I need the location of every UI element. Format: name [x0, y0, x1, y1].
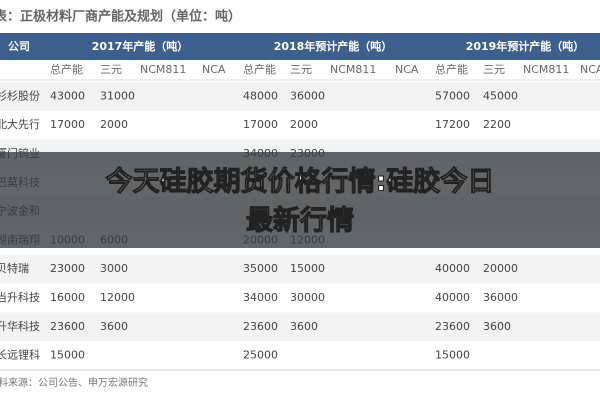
table-row [0, 312, 600, 342]
subheader-cell: 三元 [100, 63, 122, 76]
table-cell: 15000 [435, 349, 470, 362]
table-cell: 48000 [243, 89, 278, 102]
header-cell: 2017年产能（吨） [92, 39, 189, 53]
header-cell: 2018年预计产能（吨） [274, 39, 393, 53]
table-cell: 2000 [290, 118, 318, 131]
subheader-cell: NCM811 [140, 63, 186, 76]
subheader-cell: 总产能 [50, 62, 83, 76]
table-cell: 12000 [100, 291, 135, 304]
table-row [0, 110, 600, 140]
table-cell: 23600 [50, 320, 85, 333]
source-note: 资料来源：公司公告、申万宏源研究 [0, 376, 148, 389]
table-cell: 40000 [435, 262, 470, 275]
company-name: 贝特瑞 [0, 261, 29, 275]
header-cell: 2019年预计产能（吨） [466, 39, 585, 53]
table-cell: 17200 [435, 118, 470, 131]
table-row [0, 82, 600, 111]
table-cell: 45000 [483, 89, 518, 102]
table-row [0, 341, 600, 370]
table-cell: 34000 [243, 291, 278, 304]
table-row [0, 254, 600, 284]
company-name: 北大先行 [0, 117, 40, 131]
table-cell: 17000 [243, 118, 278, 131]
table-cell: 3600 [290, 320, 318, 333]
company-name: 升华科技 [0, 319, 40, 333]
subheader-cell: 总产能 [243, 62, 276, 76]
table-cell: 57000 [435, 89, 470, 102]
table-cell: 40000 [435, 291, 470, 304]
table-cell: 15000 [50, 349, 85, 362]
table-cell: 35000 [243, 262, 278, 275]
table-cell: 2000 [100, 118, 128, 131]
company-name: 长远锂科 [0, 348, 40, 362]
table-cell: 36000 [290, 89, 325, 102]
table-cell: 31000 [100, 89, 135, 102]
table-cell: 23600 [243, 320, 278, 333]
subheader-cell: NCA [395, 63, 419, 76]
table-cell: 20000 [483, 262, 518, 275]
table-cell: 15000 [290, 262, 325, 275]
header-cell: 公司 [8, 40, 30, 53]
table-cell: 23600 [435, 320, 470, 333]
table-cell: 17000 [50, 118, 85, 131]
subheader-cell: NCA [580, 63, 600, 76]
banner-line: 今天硅胶期货价格行情:硅胶今日 [106, 166, 495, 198]
banner-line: 最新行情 [246, 205, 354, 237]
table-title: 表：正极材料厂商产能及规划（单位：吨） [0, 9, 241, 25]
subheader-cell: NCM811 [523, 63, 569, 76]
company-name: 当升科技 [0, 290, 40, 304]
table-cell: 43000 [50, 89, 85, 102]
table-cell: 36000 [483, 291, 518, 304]
subheader-cell: 三元 [290, 63, 312, 76]
header-row [0, 33, 600, 60]
subheader-cell: 三元 [483, 63, 505, 76]
table-row [0, 283, 600, 313]
table-cell: 3600 [483, 320, 511, 333]
table-cell: 23000 [50, 262, 85, 275]
table-cell: 3600 [100, 320, 128, 333]
table-cell: 16000 [50, 291, 85, 304]
subheader-cell: NCA [202, 63, 226, 76]
table-cell: 3000 [100, 262, 128, 275]
table-cell: 25000 [243, 349, 278, 362]
table-cell: 30000 [290, 291, 325, 304]
subheader-cell: 总产能 [435, 62, 468, 76]
banner [0, 152, 600, 248]
table-cell: 2200 [483, 118, 511, 131]
company-name: 杉杉股份 [0, 88, 40, 102]
subheader-cell: NCM811 [330, 63, 376, 76]
